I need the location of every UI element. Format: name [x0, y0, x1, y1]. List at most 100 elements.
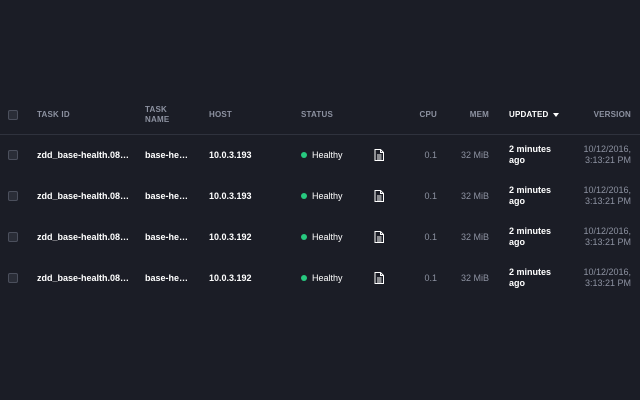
host: 10.0.3.192: [209, 231, 252, 242]
updated-line1: 2 minutes: [509, 266, 552, 277]
select-all-cell: [8, 96, 20, 134]
version: 10/12/2016, 3:13:21 PM: [565, 134, 631, 175]
task-id-link[interactable]: zdd_base-health.08…: [37, 272, 130, 283]
header-host-label: HOST: [209, 110, 233, 119]
status-label: Healthy: [312, 190, 343, 201]
version-line2: 3:13:21 PM: [584, 195, 631, 206]
status: Healthy: [301, 257, 366, 298]
updated-line1: 2 minutes: [509, 184, 552, 195]
version-line2: 3:13:21 PM: [584, 236, 631, 247]
task-name: base-he…: [145, 149, 189, 160]
row-checkbox[interactable]: [8, 272, 18, 283]
task-name: base-he…: [145, 231, 189, 242]
table-row[interactable]: zdd_base-health.08… base-he… 10.0.3.192 …: [0, 216, 640, 257]
healthy-status-dot-icon: [301, 274, 307, 281]
status: Healthy: [301, 134, 366, 175]
header-updated[interactable]: UPDATED: [509, 96, 569, 134]
sort-descending-icon: [553, 113, 560, 117]
header-task-id[interactable]: TASK ID: [37, 96, 127, 134]
version-line1: 10/12/2016,: [583, 225, 631, 236]
header-mem[interactable]: MEM: [450, 96, 489, 134]
header-version[interactable]: VERSION: [575, 96, 631, 134]
task-id-link[interactable]: zdd_base-health.08…: [37, 190, 130, 201]
header-task-name-label: TASK NAME: [145, 105, 169, 125]
updated-line2: ago: [509, 277, 526, 288]
version-line1: 10/12/2016,: [583, 143, 631, 154]
header-version-label: VERSION: [593, 110, 631, 119]
host: 10.0.3.193: [209, 149, 252, 160]
header-updated-label: UPDATED: [509, 110, 549, 119]
header-task-name[interactable]: TASK NAME: [145, 96, 195, 134]
updated-text: 2 minutes ago: [509, 226, 551, 248]
updated-line1: 2 minutes: [509, 225, 552, 236]
document-icon: [374, 230, 384, 243]
version-text: 10/12/2016, 3:13:21 PM: [583, 185, 631, 207]
row-select-cell: [8, 175, 20, 216]
task-name: base-he…: [145, 272, 189, 283]
log-link[interactable]: [374, 134, 386, 175]
header-cpu[interactable]: CPU: [400, 96, 437, 134]
status-label: Healthy: [312, 272, 343, 283]
task-id-link[interactable]: zdd_base-health.08…: [37, 149, 130, 160]
header-status[interactable]: STATUS: [301, 96, 361, 134]
updated-line2: ago: [509, 195, 526, 206]
header-host[interactable]: HOST: [209, 96, 279, 134]
version: 10/12/2016, 3:13:21 PM: [565, 216, 631, 257]
version-text: 10/12/2016, 3:13:21 PM: [583, 267, 631, 289]
status-label: Healthy: [312, 149, 343, 160]
header-task-id-label: TASK ID: [37, 110, 70, 119]
updated: 2 minutes ago: [509, 216, 569, 257]
updated: 2 minutes ago: [509, 134, 569, 175]
cpu: 0.1: [424, 272, 437, 283]
healthy-status-dot-icon: [301, 151, 307, 158]
cpu: 0.1: [424, 190, 437, 201]
row-checkbox[interactable]: [8, 149, 18, 160]
mem: 32 MiB: [460, 231, 489, 242]
row-select-cell: [8, 216, 20, 257]
status: Healthy: [301, 216, 366, 257]
host: 10.0.3.193: [209, 190, 252, 201]
table-row[interactable]: zdd_base-health.08… base-he… 10.0.3.192 …: [0, 257, 640, 298]
log-link[interactable]: [374, 216, 386, 257]
header-status-label: STATUS: [301, 110, 334, 119]
host: 10.0.3.192: [209, 272, 252, 283]
updated-text: 2 minutes ago: [509, 267, 551, 289]
healthy-status-dot-icon: [301, 233, 307, 240]
row-checkbox[interactable]: [8, 190, 18, 201]
select-all-checkbox[interactable]: [8, 110, 18, 120]
healthy-status-dot-icon: [301, 192, 307, 199]
row-checkbox[interactable]: [8, 231, 18, 242]
row-select-cell: [8, 134, 20, 175]
log-link[interactable]: [374, 175, 386, 216]
header-task-name-line2: NAME: [145, 115, 170, 124]
status: Healthy: [301, 175, 366, 216]
version-line1: 10/12/2016,: [583, 184, 631, 195]
updated-text: 2 minutes ago: [509, 185, 551, 207]
log-link[interactable]: [374, 257, 386, 298]
version-text: 10/12/2016, 3:13:21 PM: [583, 226, 631, 248]
document-icon: [374, 271, 384, 284]
row-select-cell: [8, 257, 20, 298]
version-text: 10/12/2016, 3:13:21 PM: [583, 144, 631, 166]
version-line2: 3:13:21 PM: [584, 277, 631, 288]
version-line2: 3:13:21 PM: [584, 154, 631, 165]
document-icon: [374, 189, 384, 202]
updated-text: 2 minutes ago: [509, 144, 551, 166]
updated-line2: ago: [509, 154, 526, 165]
table-row[interactable]: zdd_base-health.08… base-he… 10.0.3.193 …: [0, 175, 640, 216]
updated-line1: 2 minutes: [509, 143, 552, 154]
updated: 2 minutes ago: [509, 175, 569, 216]
table-row[interactable]: zdd_base-health.08… base-he… 10.0.3.193 …: [0, 134, 640, 175]
header-task-name-line1: TASK: [145, 105, 167, 114]
mem: 32 MiB: [460, 272, 489, 283]
updated: 2 minutes ago: [509, 257, 569, 298]
version: 10/12/2016, 3:13:21 PM: [565, 257, 631, 298]
table-header: TASK ID TASK NAME HOST STATUS CPU MEM UP…: [0, 96, 640, 135]
task-id-link[interactable]: zdd_base-health.08…: [37, 231, 130, 242]
document-icon: [374, 148, 384, 161]
version-line1: 10/12/2016,: [583, 266, 631, 277]
mem: 32 MiB: [460, 190, 489, 201]
task-name: base-he…: [145, 190, 189, 201]
cpu: 0.1: [424, 231, 437, 242]
